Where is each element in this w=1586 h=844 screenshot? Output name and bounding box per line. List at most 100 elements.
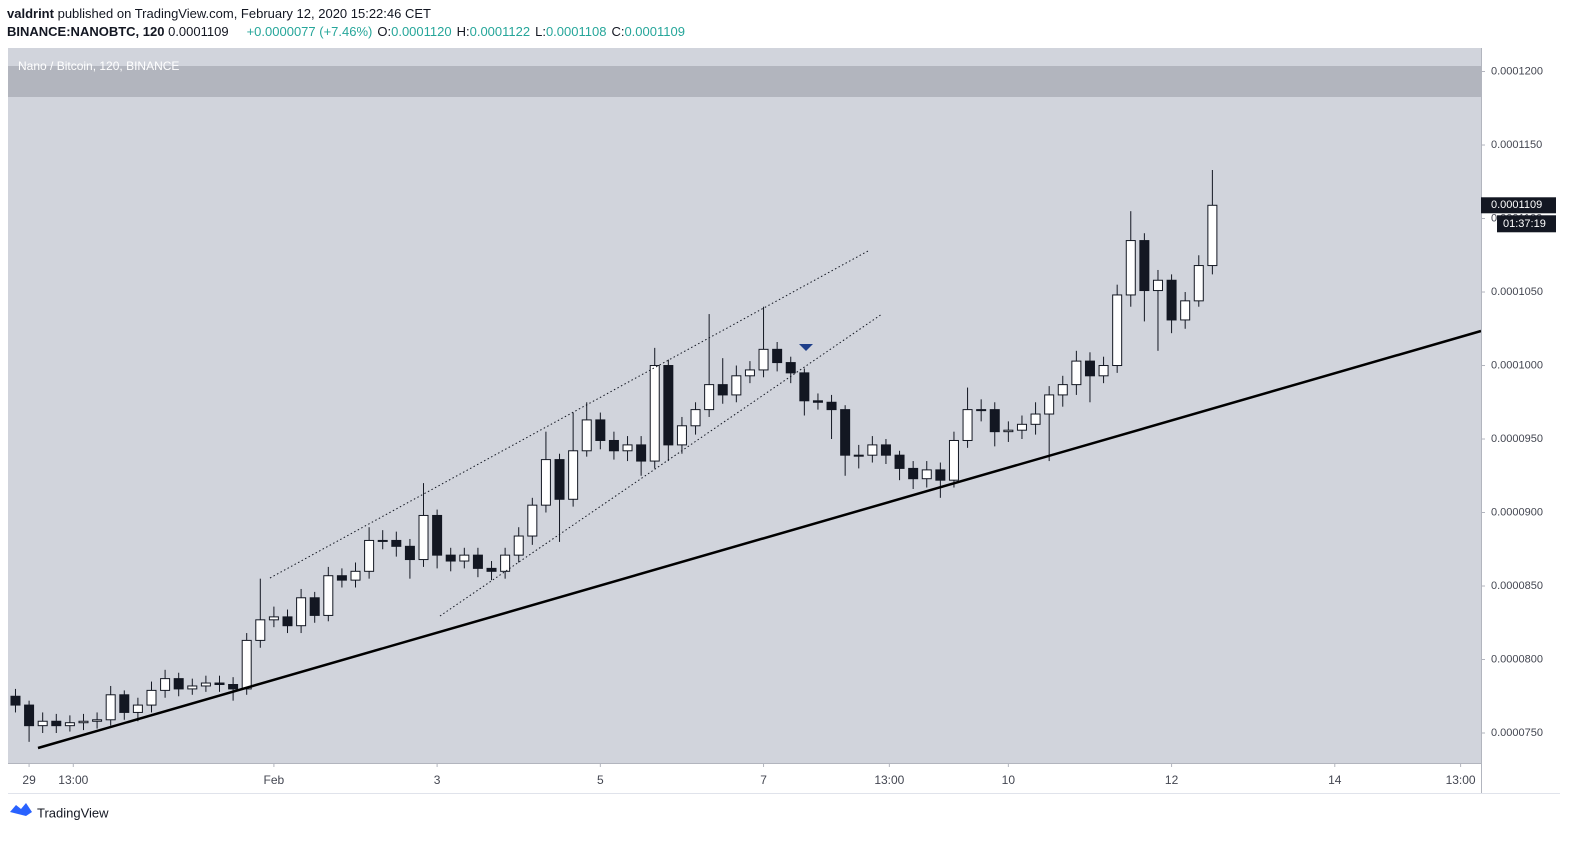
y-tick-label: 0.0001150 bbox=[1491, 139, 1542, 151]
candle-body bbox=[1125, 240, 1136, 296]
candle-body bbox=[608, 439, 619, 452]
candle-body bbox=[37, 720, 48, 727]
candle-body bbox=[527, 504, 538, 537]
candle-body bbox=[935, 469, 946, 481]
signal-marker bbox=[799, 344, 813, 351]
candle-body bbox=[1152, 279, 1163, 292]
candle-body bbox=[649, 365, 660, 462]
candle-body bbox=[282, 616, 293, 627]
ohlc-key: O: bbox=[377, 24, 391, 39]
brand-logo bbox=[10, 803, 32, 816]
last-price-box bbox=[1481, 197, 1556, 214]
candle-body bbox=[268, 616, 279, 621]
ohlc-key: C: bbox=[611, 24, 624, 39]
candle-body bbox=[976, 409, 987, 412]
countdown: 01:37:19 bbox=[1503, 218, 1546, 230]
candle-body bbox=[132, 704, 143, 713]
candle-body bbox=[880, 444, 891, 456]
candle-body bbox=[364, 539, 375, 572]
candle-body bbox=[731, 375, 742, 396]
candle-body bbox=[1193, 265, 1204, 302]
candle-body bbox=[146, 689, 157, 706]
author: valdrint bbox=[7, 6, 55, 21]
candle-body bbox=[1207, 204, 1218, 267]
x-tick-label: 5 bbox=[597, 773, 604, 787]
candle-body bbox=[1098, 365, 1109, 377]
candle-body bbox=[173, 678, 184, 690]
candle-body bbox=[486, 567, 497, 572]
countdown-box bbox=[1497, 215, 1556, 233]
x-tick-label: 14 bbox=[1328, 773, 1342, 787]
candle-body bbox=[1166, 279, 1177, 321]
candle-body bbox=[867, 444, 878, 456]
y-tick-label: 0.0000750 bbox=[1491, 727, 1543, 739]
channel-bottom bbox=[439, 313, 883, 617]
candle-body bbox=[717, 384, 728, 396]
candle-body bbox=[459, 554, 470, 562]
candle-body bbox=[24, 704, 35, 727]
candle-body bbox=[853, 454, 864, 457]
candle-body bbox=[323, 575, 334, 616]
candle-body bbox=[690, 409, 701, 427]
candle-body bbox=[554, 459, 565, 500]
candle-body bbox=[812, 400, 823, 403]
candle-body bbox=[255, 619, 266, 641]
candle-body bbox=[663, 365, 674, 446]
candle-body bbox=[391, 539, 402, 547]
x-tick-label: 3 bbox=[434, 773, 441, 787]
plot-area bbox=[8, 48, 1481, 763]
ohlc-value: 0.0001120 bbox=[391, 24, 452, 39]
candle-body bbox=[785, 362, 796, 374]
last: 0.0001109 bbox=[168, 24, 229, 39]
candle-body bbox=[432, 514, 443, 556]
published: published on TradingView.com, February 1… bbox=[58, 6, 431, 21]
y-tick-label: 0.0001000 bbox=[1491, 359, 1543, 371]
candle-body bbox=[622, 444, 633, 452]
candle-body bbox=[744, 369, 755, 377]
candle-body bbox=[921, 469, 932, 480]
candle-body bbox=[989, 409, 1000, 433]
candle-body bbox=[51, 720, 62, 727]
candle-body bbox=[758, 348, 769, 371]
candle-body bbox=[1139, 240, 1150, 292]
x-tick-label: 7 bbox=[760, 773, 767, 787]
y-tick-label: 0.0000850 bbox=[1491, 580, 1543, 592]
candle-body bbox=[962, 409, 973, 441]
candle-body bbox=[799, 372, 810, 402]
candle-body bbox=[187, 685, 198, 690]
change: +0.0000077 (+7.46%) bbox=[247, 24, 373, 39]
candle-body bbox=[404, 545, 415, 561]
candle-body bbox=[826, 401, 837, 411]
candle-body bbox=[540, 459, 551, 506]
ohlc-key: H: bbox=[457, 24, 470, 39]
candle-body bbox=[1044, 394, 1055, 415]
candle-body bbox=[1016, 423, 1027, 431]
candle-body bbox=[948, 439, 959, 481]
x-tick-label: 13:00 bbox=[1446, 773, 1476, 787]
candle-body bbox=[472, 554, 483, 569]
candle-body bbox=[1071, 360, 1082, 386]
candle-body bbox=[595, 419, 606, 441]
trendline bbox=[37, 329, 1482, 750]
chart-title: Nano / Bitcoin, 120, BINANCE bbox=[18, 59, 179, 73]
candle-body bbox=[78, 720, 89, 724]
candle-body bbox=[418, 514, 429, 561]
candle-body bbox=[704, 384, 715, 411]
candle-body bbox=[336, 575, 347, 581]
candle-body bbox=[1084, 360, 1095, 377]
candle-body bbox=[214, 682, 225, 686]
channel-top bbox=[269, 250, 869, 579]
x-tick-label: Feb bbox=[264, 773, 285, 787]
candle-body bbox=[200, 682, 211, 687]
ohlc-value: 0.0001109 bbox=[624, 24, 685, 39]
candle-body bbox=[500, 554, 511, 572]
candle-body bbox=[676, 425, 687, 446]
x-tick-label: 10 bbox=[1002, 773, 1016, 787]
candle-body bbox=[1030, 413, 1041, 425]
x-tick-label: 13:00 bbox=[874, 773, 904, 787]
candle-body bbox=[10, 695, 21, 706]
candle-body bbox=[1003, 429, 1014, 433]
candle-body bbox=[513, 535, 524, 556]
candle-body bbox=[894, 454, 905, 469]
